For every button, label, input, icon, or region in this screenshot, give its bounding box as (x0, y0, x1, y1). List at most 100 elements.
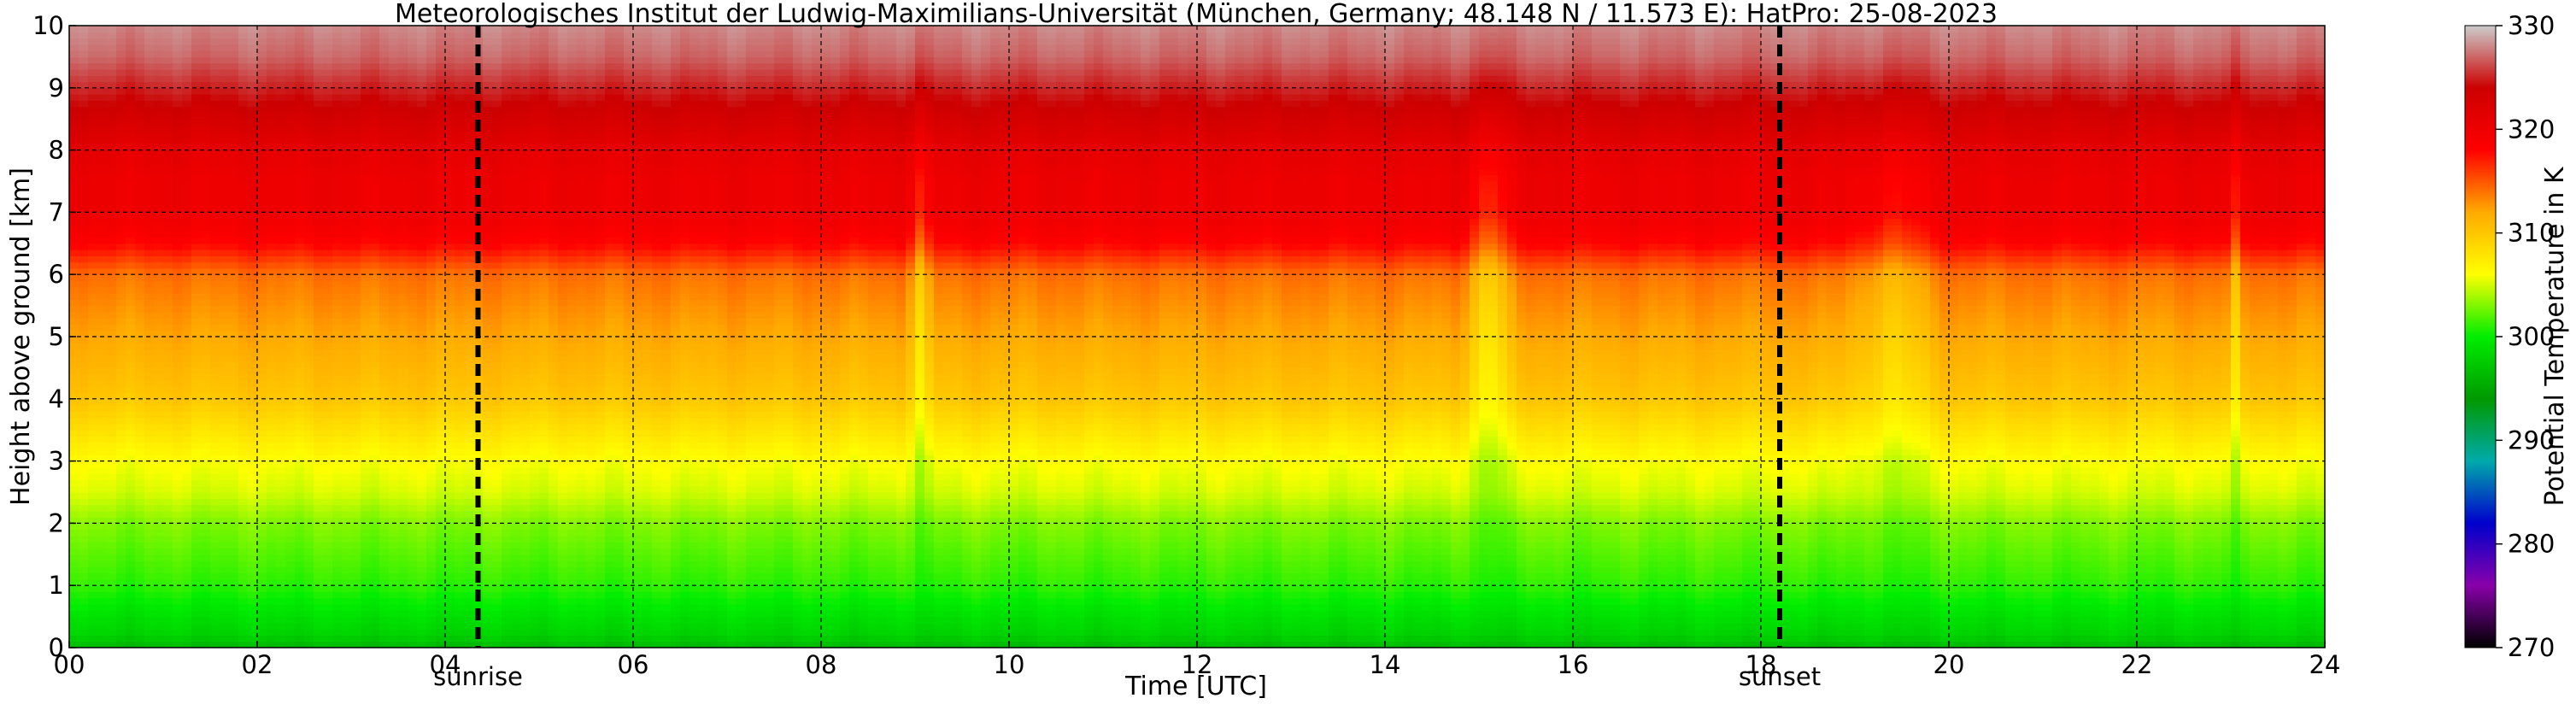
heatmap-cell (257, 150, 267, 157)
heatmap-cell (426, 274, 437, 282)
heatmap-cell (332, 231, 343, 238)
heatmap-cell (502, 597, 512, 605)
heatmap-cell (267, 485, 277, 493)
heatmap-cell (445, 144, 455, 151)
heatmap-cell (455, 324, 465, 331)
heatmap-cell (520, 554, 531, 561)
heatmap-cell (520, 597, 531, 605)
heatmap-cell (473, 318, 484, 326)
heatmap-cell (267, 249, 277, 256)
heatmap-cell (173, 442, 183, 449)
heatmap-cell (351, 280, 361, 288)
heatmap-cell (191, 274, 202, 282)
heatmap-cell (276, 56, 286, 64)
heatmap-cell (304, 75, 314, 83)
heatmap-cell (238, 187, 249, 195)
heatmap-cell (417, 193, 427, 201)
heatmap-cell (398, 337, 408, 343)
heatmap-cell (445, 548, 455, 555)
heatmap-cell (511, 119, 521, 126)
heatmap-cell (135, 566, 145, 574)
heatmap-cell (135, 81, 145, 89)
heatmap-cell (88, 523, 98, 531)
heatmap-cell (361, 44, 371, 51)
heatmap-cell (210, 343, 220, 350)
heatmap-cell (220, 355, 230, 362)
heatmap-cell (389, 610, 399, 618)
heatmap-cell (323, 591, 333, 599)
heatmap-cell (88, 461, 98, 468)
heatmap-cell (154, 485, 164, 493)
heatmap-cell (173, 622, 183, 630)
heatmap-cell (511, 318, 521, 326)
heatmap-cell (511, 455, 521, 462)
heatmap-cell (126, 417, 136, 425)
heatmap-cell (248, 280, 258, 288)
heatmap-cell (267, 535, 277, 543)
heatmap-cell (135, 585, 145, 593)
heatmap-cell (455, 635, 465, 642)
heatmap-cell (135, 267, 145, 275)
heatmap-cell (445, 423, 455, 431)
heatmap-cell (455, 261, 465, 269)
heatmap-cell (342, 32, 352, 39)
heatmap-cell (191, 585, 202, 593)
heatmap-cell (79, 455, 89, 462)
heatmap-cell (530, 199, 540, 207)
heatmap-cell (332, 311, 343, 319)
heatmap-cell (426, 635, 437, 642)
heatmap-cell (304, 87, 314, 95)
heatmap-cell (191, 243, 202, 250)
heatmap-cell (361, 280, 371, 288)
heatmap-cell (502, 224, 512, 232)
heatmap-cell (116, 26, 126, 32)
heatmap-cell (79, 318, 89, 326)
heatmap-cell (295, 566, 305, 574)
heatmap-cell (144, 150, 155, 157)
heatmap-cell (473, 510, 484, 518)
heatmap-cell (304, 423, 314, 431)
heatmap-cell (426, 187, 437, 195)
heatmap-cell (229, 449, 239, 455)
heatmap-cell (361, 635, 371, 642)
heatmap-cell (79, 337, 89, 343)
heatmap-cell (492, 305, 502, 313)
heatmap-cell (511, 212, 521, 220)
heatmap-cell (464, 305, 474, 313)
heatmap-cell (417, 280, 427, 288)
heatmap-cell (408, 231, 418, 238)
heatmap-cell (238, 578, 249, 586)
heatmap-cell (502, 405, 512, 412)
heatmap-cell (304, 498, 314, 506)
heatmap-cell (97, 168, 108, 176)
heatmap-cell (464, 386, 474, 394)
heatmap-cell (220, 398, 230, 406)
heatmap-cell (163, 181, 173, 188)
heatmap-cell (229, 597, 239, 605)
heatmap-cell (285, 199, 296, 207)
heatmap-cell (332, 436, 343, 443)
heatmap-cell (285, 75, 296, 83)
heatmap-cell (379, 560, 390, 567)
heatmap-cell (69, 442, 79, 449)
heatmap-cell (332, 187, 343, 195)
heatmap-cell (530, 361, 540, 368)
heatmap-cell (370, 504, 380, 512)
heatmap-cell (257, 597, 267, 605)
heatmap-cell (126, 267, 136, 275)
heatmap-cell (182, 174, 192, 182)
heatmap-cell (351, 572, 361, 580)
heatmap-cell (408, 610, 418, 618)
heatmap-cell (502, 635, 512, 642)
heatmap-cell (530, 578, 540, 586)
heatmap-cell (97, 572, 108, 580)
heatmap-cell (323, 529, 333, 537)
heatmap-cell (116, 635, 126, 642)
heatmap-cell (492, 249, 502, 256)
heatmap-cell (464, 517, 474, 524)
heatmap-cell (398, 485, 408, 493)
heatmap-cell (436, 218, 446, 226)
heatmap-cell (210, 436, 220, 443)
heatmap-cell (483, 405, 493, 412)
heatmap-cell (229, 274, 239, 282)
